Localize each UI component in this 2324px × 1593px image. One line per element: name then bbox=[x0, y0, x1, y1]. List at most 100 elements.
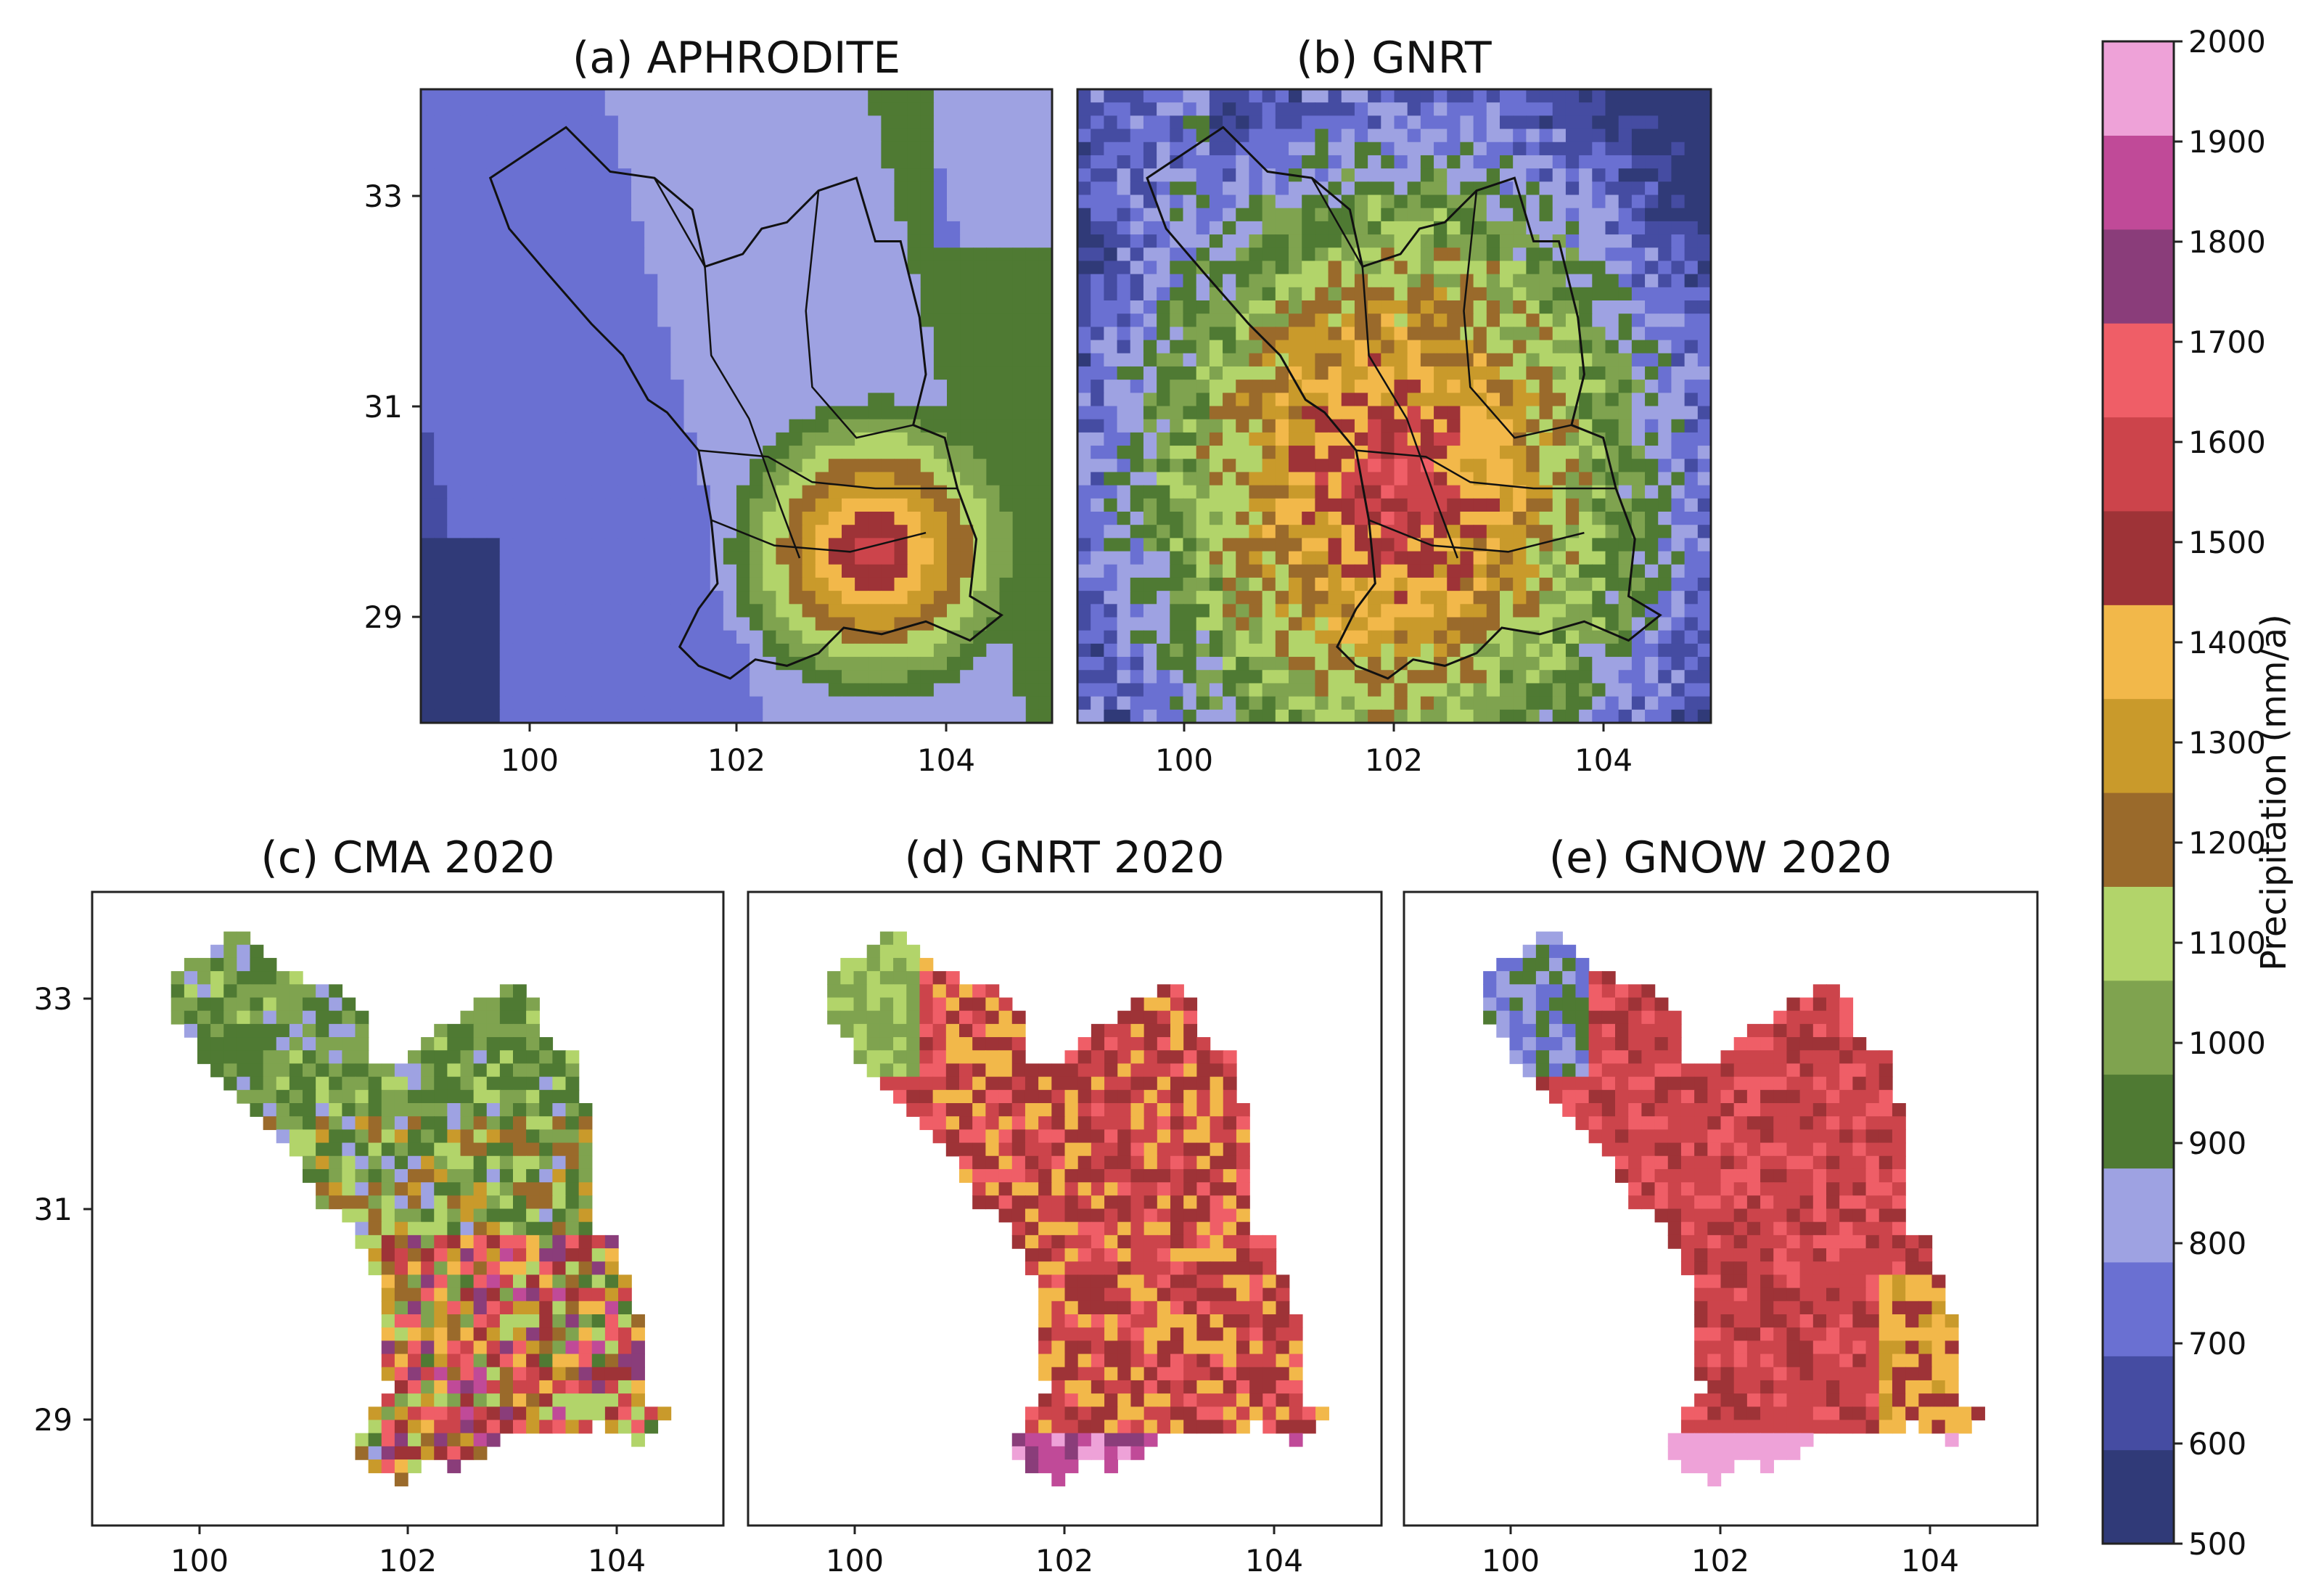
raster-cell bbox=[539, 432, 553, 446]
raster-cell bbox=[815, 432, 829, 446]
raster-cell bbox=[789, 102, 803, 117]
raster-cell bbox=[1143, 366, 1157, 380]
raster-cell bbox=[539, 459, 553, 473]
raster-cell bbox=[1236, 380, 1250, 394]
raster-cell bbox=[1275, 432, 1289, 446]
raster-cell bbox=[1552, 89, 1567, 103]
raster-cell bbox=[1077, 168, 1091, 183]
raster-cell bbox=[1170, 208, 1184, 222]
raster-cell bbox=[999, 155, 1014, 169]
raster-cell bbox=[1143, 300, 1157, 314]
raster-cell bbox=[1671, 525, 1685, 539]
raster-cell bbox=[329, 1168, 343, 1183]
raster-cell bbox=[947, 393, 961, 407]
raster-cell bbox=[750, 577, 763, 591]
raster-cell bbox=[1354, 630, 1368, 644]
raster-cell bbox=[1486, 604, 1500, 618]
raster-cell bbox=[1183, 380, 1197, 394]
raster-cell bbox=[933, 498, 948, 512]
raster-cell bbox=[750, 630, 763, 644]
raster-cell bbox=[789, 115, 803, 130]
raster-cell bbox=[1012, 128, 1027, 143]
raster-cell bbox=[697, 208, 711, 222]
raster-cell bbox=[1473, 604, 1487, 618]
raster-cell bbox=[421, 498, 435, 512]
raster-cell bbox=[552, 1076, 567, 1091]
raster-cell bbox=[1645, 709, 1659, 723]
raster-cell bbox=[276, 1063, 290, 1078]
raster-cell bbox=[933, 683, 948, 697]
raster-cell bbox=[1012, 657, 1027, 671]
raster-cell bbox=[1684, 709, 1699, 723]
raster-cell bbox=[802, 115, 816, 130]
raster-cell bbox=[776, 604, 790, 618]
raster-cell bbox=[763, 115, 777, 130]
raster-cell bbox=[670, 155, 685, 169]
raster-cell bbox=[499, 340, 514, 354]
raster-cell bbox=[1500, 696, 1514, 710]
raster-cell bbox=[933, 380, 948, 394]
raster-cell bbox=[1275, 459, 1289, 473]
raster-cell bbox=[565, 287, 580, 301]
raster-cell bbox=[1302, 591, 1316, 605]
raster-cell bbox=[1407, 512, 1421, 525]
raster-cell bbox=[631, 604, 645, 618]
raster-cell bbox=[368, 1168, 382, 1183]
raster-cell bbox=[1605, 314, 1619, 328]
raster-cell bbox=[1038, 472, 1052, 486]
raster-cell bbox=[842, 485, 855, 499]
raster-cell bbox=[473, 353, 488, 367]
raster-cell bbox=[815, 498, 829, 512]
raster-cell bbox=[1631, 683, 1646, 697]
raster-cell bbox=[723, 274, 737, 288]
raster-cell bbox=[986, 155, 1001, 169]
raster-cell bbox=[473, 1050, 488, 1065]
raster-cell bbox=[1579, 696, 1593, 710]
raster-cell bbox=[421, 327, 435, 341]
raster-cell bbox=[1434, 327, 1448, 341]
raster-cell bbox=[1539, 274, 1553, 288]
raster-cell bbox=[1368, 419, 1382, 433]
raster-cell bbox=[631, 142, 645, 156]
raster-cell bbox=[473, 1023, 488, 1038]
raster-cell bbox=[1697, 340, 1711, 354]
raster-cell bbox=[1434, 591, 1448, 605]
raster-cell bbox=[763, 617, 777, 631]
raster-cell bbox=[1209, 432, 1223, 446]
raster-cell bbox=[960, 142, 974, 156]
raster-cell bbox=[1262, 498, 1276, 512]
raster-cell bbox=[604, 393, 619, 407]
raster-cell bbox=[1077, 221, 1091, 235]
raster-cell bbox=[1513, 89, 1527, 103]
raster-cell bbox=[1104, 446, 1118, 459]
raster-cell bbox=[1302, 89, 1316, 103]
raster-cell bbox=[894, 657, 908, 671]
raster-cell bbox=[776, 406, 790, 420]
raster-cell bbox=[512, 446, 527, 459]
raster-cell bbox=[276, 1023, 290, 1038]
raster-cell bbox=[736, 340, 750, 354]
raster-cell bbox=[617, 498, 632, 512]
raster-cell bbox=[499, 538, 514, 552]
raster-cell bbox=[1091, 577, 1105, 591]
raster-cell bbox=[1697, 564, 1711, 578]
raster-cell bbox=[1368, 155, 1382, 169]
raster-cell bbox=[1645, 591, 1659, 605]
raster-cell bbox=[381, 1103, 395, 1117]
raster-cell bbox=[539, 683, 553, 697]
raster-cell bbox=[1684, 696, 1699, 710]
raster-cell bbox=[1579, 446, 1593, 459]
raster-cell bbox=[1091, 683, 1105, 697]
raster-cell bbox=[434, 617, 448, 631]
raster-cell bbox=[499, 274, 514, 288]
raster-cell bbox=[329, 1076, 343, 1091]
raster-cell bbox=[1592, 406, 1606, 420]
raster-cell bbox=[1183, 221, 1197, 235]
raster-cell bbox=[473, 168, 488, 183]
raster-cell bbox=[539, 181, 553, 196]
raster-cell bbox=[1183, 696, 1197, 710]
raster-cell bbox=[1434, 696, 1448, 710]
raster-cell bbox=[473, 208, 488, 222]
raster-cell bbox=[1368, 208, 1382, 222]
raster-cell bbox=[1394, 314, 1408, 328]
